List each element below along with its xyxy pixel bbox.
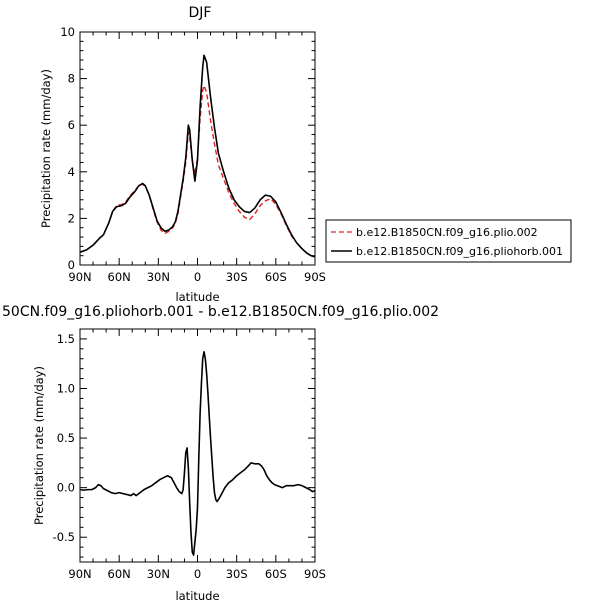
bottom-chart: 50CN.f09_g16.pliohorb.001 - b.e12.B1850C… (2, 304, 439, 603)
bottom-y-tick-label: -0.5 (53, 530, 75, 544)
bottom-series-line-0 (79, 351, 316, 556)
legend-label-pliohorb: b.e12.B1850CN.f09_g16.pliohorb.001 (356, 245, 563, 258)
bottom-y-tick-label: 1.5 (57, 332, 75, 346)
bottom-x-tick-label: 90S (304, 567, 326, 581)
legend-box (325, 219, 572, 263)
bottom-plot-frame (79, 328, 316, 563)
bottom-y-tick-label: 0.0 (57, 481, 75, 495)
bottom-x-tick-label: 0 (194, 567, 201, 581)
top-chart-title: DJF (189, 5, 212, 21)
bottom-axis-ticks: 90N 60N 30N 0 30S 60S 90S -0.5 0.0 0.5 1.0 1.5 (53, 328, 326, 581)
top-y-tick-label: 6 (68, 118, 75, 132)
bottom-x-tick-label: 60N (108, 567, 131, 581)
top-x-tick-label: 30S (226, 270, 248, 284)
top-y-tick-label: 0 (68, 258, 75, 272)
top-x-tick-label: 30N (147, 270, 170, 284)
legend-label-plio: b.e12.B1850CN.f09_g16.plio.002 (356, 226, 538, 239)
bottom-x-tick-label: 30S (226, 567, 248, 581)
bottom-x-axis-title: latitude (175, 589, 219, 603)
top-x-tick-label: 60N (108, 270, 131, 284)
top-series-group (79, 54, 316, 258)
top-y-axis-title: Precipitation rate (mm/day) (39, 69, 53, 228)
top-x-tick-label: 60S (265, 270, 287, 284)
bottom-y-axis-title: Precipitation rate (mm/day) (32, 366, 46, 525)
top-y-tick-label: 8 (68, 72, 75, 86)
bottom-x-tick-label: 90N (68, 567, 91, 581)
top-x-tick-label: 0 (194, 270, 201, 284)
bottom-x-tick-label: 30N (147, 567, 170, 581)
top-y-tick-label: 4 (68, 165, 75, 179)
top-y-tick-label: 10 (60, 25, 75, 39)
top-x-tick-label: 90N (68, 270, 91, 284)
top-series-line-1 (79, 54, 316, 258)
legend: b.e12.B1850CN.f09_g16.plio.002 b.e12.B18… (325, 219, 572, 263)
top-y-tick-label: 2 (68, 211, 75, 225)
bottom-x-tick-label: 60S (265, 567, 287, 581)
bottom-chart-title: 50CN.f09_g16.pliohorb.001 - b.e12.B1850C… (2, 304, 439, 320)
bottom-y-tick-label: 0.5 (57, 431, 75, 445)
bottom-series-group (79, 351, 316, 556)
bottom-y-tick-label: 1.0 (57, 381, 75, 395)
top-x-axis-title: latitude (175, 290, 219, 304)
top-x-tick-label: 90S (304, 270, 326, 284)
top-series-line-0 (79, 84, 316, 258)
top-axis-ticks: 90N 60N 30N 0 30S 60S 90S 0 2 4 6 8 10 (60, 25, 326, 284)
